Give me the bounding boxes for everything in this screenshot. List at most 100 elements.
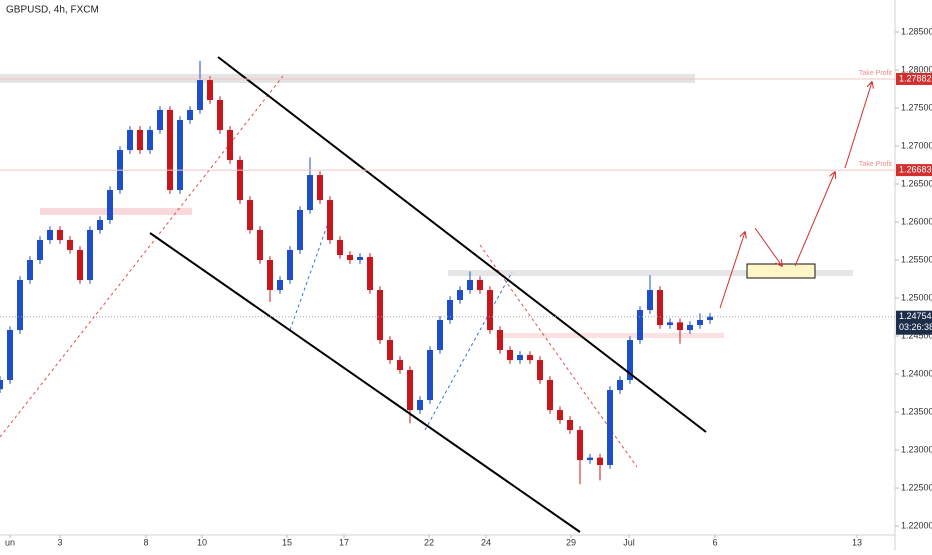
candle-body	[647, 290, 653, 311]
arrow	[794, 172, 835, 267]
candle-body	[0, 380, 3, 390]
candle-body	[287, 249, 293, 281]
y-tick-label: 1.24000	[901, 368, 932, 378]
candle-body	[257, 229, 263, 261]
y-tick-label: 1.22000	[901, 520, 932, 530]
candle-body	[707, 316, 713, 320]
candle-body	[557, 410, 563, 421]
x-tick-label: un	[5, 537, 15, 547]
candle-body	[547, 380, 553, 411]
x-tick-label: 8	[143, 537, 148, 547]
candle-body	[347, 254, 353, 261]
candle-body	[157, 109, 163, 130]
x-tick-label: 15	[282, 537, 292, 547]
candle-body	[27, 260, 33, 281]
countdown-label: 03:26:38	[899, 322, 932, 332]
candle-body	[687, 324, 693, 331]
candle-body	[367, 256, 373, 291]
candle-body	[147, 129, 153, 151]
y-tick-label: 1.28000	[901, 64, 932, 74]
candle-body	[387, 340, 393, 361]
candle-body	[67, 240, 73, 250]
candle-body	[217, 100, 223, 130]
y-tick-label: 1.24500	[901, 330, 932, 340]
candle-body	[177, 120, 183, 191]
y-tick-label: 1.22500	[901, 482, 932, 492]
chart-title: GBPUSD, 4h, FXCM	[6, 5, 99, 16]
candle-body	[357, 256, 363, 261]
candle-body	[427, 350, 433, 401]
candle-body	[437, 319, 443, 351]
candle-body	[497, 330, 503, 351]
candle-body	[227, 129, 233, 160]
candle-body	[297, 210, 303, 250]
candle-body	[377, 290, 383, 341]
candle-body	[197, 80, 203, 110]
price-label: 1.27882	[899, 73, 932, 83]
price-line-name: Take Profit	[859, 70, 892, 77]
candle-body	[637, 310, 643, 341]
candle-body	[567, 420, 573, 431]
resistance-zone	[448, 270, 853, 276]
x-tick-label: 29	[566, 537, 576, 547]
candle-body	[47, 229, 53, 241]
candle-body	[627, 340, 633, 381]
x-tick-label: 24	[481, 537, 491, 547]
y-tick-label: 1.26000	[901, 216, 932, 226]
candle-body	[107, 190, 113, 221]
trend-line	[289, 211, 333, 331]
candle-body	[207, 80, 213, 101]
price-label: 1.26683	[899, 164, 932, 174]
candle-body	[587, 457, 593, 461]
y-tick-label: 1.27500	[901, 102, 932, 112]
support-zone	[40, 208, 192, 215]
candle-body	[267, 260, 273, 291]
candle-body	[697, 319, 703, 325]
y-tick-label: 1.25500	[901, 254, 932, 264]
candle-body	[237, 159, 243, 201]
candle-body	[417, 400, 423, 411]
candle-body	[507, 350, 513, 361]
candle-body	[577, 430, 583, 461]
candle-body	[87, 229, 93, 281]
x-tick-label: 6	[712, 537, 717, 547]
x-tick-label: 10	[197, 537, 207, 547]
arrow	[719, 232, 745, 309]
x-tick-label: 13	[852, 537, 862, 547]
candle-body	[667, 322, 673, 325]
candle-body	[597, 457, 603, 465]
channel-line	[149, 232, 581, 533]
candle-body	[247, 200, 253, 230]
candle-body	[17, 280, 23, 331]
y-tick-label: 1.26500	[901, 178, 932, 188]
trend-line	[479, 244, 638, 468]
x-tick-label: 3	[57, 537, 62, 547]
candle-body	[37, 240, 43, 261]
arrow	[754, 227, 782, 266]
x-tick-label: Jul	[623, 537, 635, 547]
candle-body	[327, 200, 333, 241]
channel-line	[217, 56, 707, 433]
candle-body	[487, 290, 493, 331]
price-label-box	[896, 164, 932, 177]
candle-body	[457, 290, 463, 300]
x-tick-label: 22	[424, 537, 434, 547]
price-line-name: Take Profit	[859, 161, 892, 168]
target-box	[746, 263, 816, 279]
candle-body	[527, 355, 533, 361]
candle-body	[607, 390, 613, 465]
last-price-box	[896, 310, 932, 335]
candle-body	[137, 129, 143, 151]
candle-body	[187, 109, 193, 121]
trend-line	[0, 75, 284, 438]
candle-body	[617, 380, 623, 391]
candle-body	[407, 369, 413, 411]
candle-body	[517, 355, 523, 361]
last-price-label: 1.24754	[899, 311, 932, 321]
trend-line	[424, 271, 513, 431]
y-tick-label: 1.23500	[901, 406, 932, 416]
candle-body	[657, 290, 663, 325]
candle-body	[677, 322, 683, 331]
